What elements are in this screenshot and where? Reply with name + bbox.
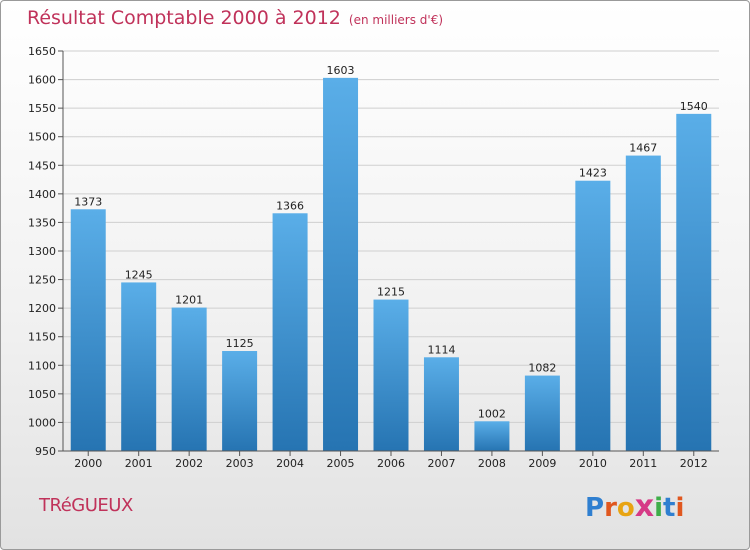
bar-2004 <box>272 213 308 451</box>
bar-value-label: 1082 <box>528 362 556 375</box>
bar-2012 <box>676 113 712 451</box>
logo-letter: o <box>616 493 635 523</box>
bar-2009 <box>524 375 560 451</box>
bar-value-label: 1540 <box>680 100 708 113</box>
y-tick-label: 1600 <box>28 74 56 87</box>
x-tick-label: 2000 <box>74 457 102 470</box>
x-tick-label: 2009 <box>528 457 556 470</box>
x-tick-label: 2006 <box>377 457 405 470</box>
bar-2003 <box>222 351 258 451</box>
chart-title-text: Résultat Comptable 2000 à 2012 <box>27 7 341 29</box>
bar-value-label: 1114 <box>427 343 455 356</box>
y-tick-label: 1550 <box>28 102 56 115</box>
bar-2006 <box>373 299 409 451</box>
logo-letter: i <box>675 493 685 523</box>
bar-value-label: 1467 <box>629 142 657 155</box>
commune-name: TRéGUEUX <box>39 495 133 516</box>
y-tick-label: 1050 <box>28 388 56 401</box>
y-tick-label: 1100 <box>28 359 56 372</box>
logo-letter: x <box>634 489 655 524</box>
bar-value-label: 1423 <box>579 167 607 180</box>
x-tick-label: 2004 <box>276 457 304 470</box>
y-tick-label: 1200 <box>28 302 56 315</box>
bar-value-label: 1002 <box>478 407 506 420</box>
bar-2011 <box>625 155 661 452</box>
logo-letter: P <box>585 493 605 523</box>
x-tick-label: 2011 <box>629 457 657 470</box>
x-tick-label: 2002 <box>175 457 203 470</box>
y-tick-label: 1400 <box>28 188 56 201</box>
y-tick-label: 1450 <box>28 159 56 172</box>
proxiti-logo[interactable]: Proxiti <box>585 489 684 524</box>
x-tick-label: 2003 <box>226 457 254 470</box>
logo-letter: i <box>654 493 664 523</box>
y-tick-label: 950 <box>35 445 56 458</box>
x-tick-label: 2007 <box>427 457 455 470</box>
bar-2007 <box>423 357 459 451</box>
bar-value-label: 1373 <box>74 195 102 208</box>
x-tick-label: 2001 <box>125 457 153 470</box>
bar-2010 <box>575 180 611 451</box>
bar-value-label: 1245 <box>125 268 153 281</box>
logo-letter: r <box>604 493 617 523</box>
bar-value-label: 1215 <box>377 286 405 299</box>
x-tick-label: 2008 <box>478 457 506 470</box>
chart-unit-text: (en milliers d'€) <box>348 13 444 27</box>
bar-value-label: 1603 <box>327 64 355 77</box>
x-axis-ticks: 2000 2001 2002 2003 2004 2005 2006 2007 2008 2009… <box>74 451 708 470</box>
bar-2005 <box>323 77 359 451</box>
y-tick-label: 1150 <box>28 331 56 344</box>
x-tick-label: 2010 <box>579 457 607 470</box>
y-tick-label: 1000 <box>28 416 56 429</box>
y-tick-label: 1350 <box>28 216 56 229</box>
x-tick-label: 2005 <box>327 457 355 470</box>
bar-value-label: 1125 <box>226 337 254 350</box>
bar-value-label: 1366 <box>276 199 304 212</box>
x-tick-label: 2012 <box>680 457 708 470</box>
bar-value-label: 1201 <box>175 294 203 307</box>
bar-2002 <box>171 307 207 451</box>
bar-2000 <box>70 209 106 451</box>
bar-2008 <box>474 421 510 451</box>
y-tick-label: 1650 <box>28 45 56 58</box>
bar-2001 <box>121 282 157 451</box>
y-axis-ticks: 950 1000 1050 1100 1150 1200 1250 1300 1350 1400 1… <box>28 45 63 458</box>
logo-letter: t <box>663 493 676 523</box>
bars: 1373 1245 1201 1125 1366 1603 1215 1114 1002 1082… <box>70 64 712 452</box>
y-tick-label: 1500 <box>28 131 56 144</box>
chart-title: Résultat Comptable 2000 à 2012 (en millie… <box>27 7 443 29</box>
y-tick-label: 1250 <box>28 274 56 287</box>
y-tick-label: 1300 <box>28 245 56 258</box>
